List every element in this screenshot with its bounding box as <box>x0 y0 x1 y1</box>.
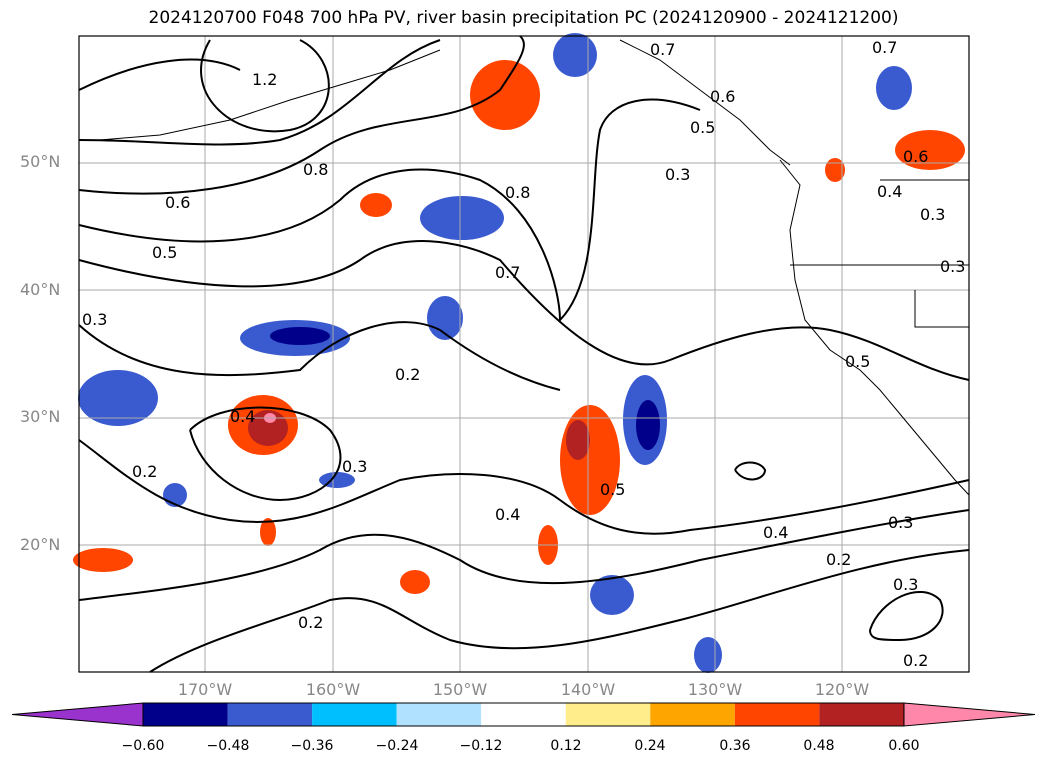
lat-label: 40°N <box>20 280 61 299</box>
contour-label: 0.6 <box>165 193 190 212</box>
coastline <box>99 39 970 496</box>
colorbar-tick: −0.12 <box>459 738 503 754</box>
colorbar-segment <box>227 703 313 726</box>
colorbar-segment <box>312 703 397 726</box>
pv-contours <box>78 35 970 673</box>
colorbar-extend-low <box>11 702 144 727</box>
colorbar-tick: 0.12 <box>550 738 582 754</box>
colorbar-tick: −0.36 <box>290 738 334 754</box>
contour-label: 0.3 <box>940 257 965 276</box>
contour-label: 0.6 <box>903 147 928 166</box>
contour-label: 0.2 <box>298 613 323 632</box>
colorbar-segment <box>734 703 820 726</box>
lon-label: 160°W <box>305 680 361 699</box>
precipitation-fills <box>73 33 965 673</box>
lat-label: 20°N <box>20 535 61 554</box>
colorbar-segment <box>481 703 566 726</box>
colorbar-tick: 0.48 <box>803 738 835 754</box>
lon-label: 120°W <box>814 680 870 699</box>
colorbar-segment <box>143 703 228 726</box>
lon-label: 170°W <box>177 680 233 699</box>
colorbar-frame <box>142 702 905 727</box>
colorbar-extend-high <box>903 702 1036 727</box>
colorbar-tick: −0.48 <box>206 738 250 754</box>
contour-label: 0.3 <box>888 513 913 532</box>
colorbar-tick: −0.24 <box>375 738 419 754</box>
contour-label: 1.2 <box>252 70 277 89</box>
contour-label: 0.8 <box>303 160 328 179</box>
contour-label: 0.4 <box>495 505 520 524</box>
lat-label: 50°N <box>20 152 61 171</box>
contour-label: 0.7 <box>872 38 897 57</box>
contour-label: 0.5 <box>845 352 870 371</box>
map-area <box>79 36 969 672</box>
colorbar-tick: 0.36 <box>719 738 751 754</box>
colorbar-segment <box>565 703 651 726</box>
map-title: 2024120700 F048 700 hPa PV, river basin … <box>148 8 899 28</box>
contour-label: 0.5 <box>152 243 177 262</box>
colorbar-segment <box>396 703 482 726</box>
contour-label: 0.5 <box>600 480 625 499</box>
colorbar-tick: 0.60 <box>888 738 920 754</box>
contour-label: 0.2 <box>395 365 420 384</box>
contour-label: 0.4 <box>763 523 788 542</box>
colorbar-segment <box>650 703 735 726</box>
contour-label: 0.3 <box>342 457 367 476</box>
contour-label: 0.4 <box>230 407 255 426</box>
contour-label: 0.7 <box>495 263 520 282</box>
lon-label: 130°W <box>687 680 743 699</box>
contour-label: 0.3 <box>82 310 107 329</box>
contour-label: 0.3 <box>665 165 690 184</box>
lat-label: 30°N <box>20 407 61 426</box>
colorbar <box>11 702 1036 727</box>
contour-label: 0.5 <box>690 118 715 137</box>
contour-label: 0.2 <box>826 550 851 569</box>
contour-label: 0.6 <box>710 87 735 106</box>
colorbar-segment <box>819 703 904 726</box>
colorbar-tick: −0.60 <box>121 738 165 754</box>
contour-label: 0.2 <box>903 651 928 670</box>
lon-label: 150°W <box>432 680 488 699</box>
contour-label: 0.7 <box>650 40 675 59</box>
contour-label: 0.3 <box>893 575 918 594</box>
grid-lines <box>79 36 969 672</box>
contour-label: 0.3 <box>920 205 945 224</box>
colorbar-tick: 0.24 <box>634 738 666 754</box>
contour-label: 0.2 <box>132 462 157 481</box>
contour-labels: 1.2 0.8 0.6 0.5 0.3 0.8 0.7 0.3 0.7 0.6 … <box>82 38 965 670</box>
contour-label: 0.8 <box>505 183 530 202</box>
lon-label: 140°W <box>560 680 616 699</box>
contour-label: 0.4 <box>877 182 902 201</box>
